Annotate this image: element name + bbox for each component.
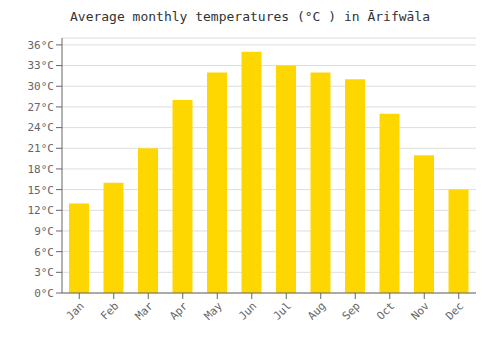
svg-text:36°C: 36°C (28, 39, 55, 52)
svg-text:27°C: 27°C (28, 101, 55, 114)
svg-text:Oct: Oct (374, 299, 397, 322)
svg-text:Dec: Dec (443, 299, 466, 322)
svg-text:18°C: 18°C (28, 163, 55, 176)
svg-text:Jul: Jul (271, 299, 294, 322)
svg-text:Nov: Nov (409, 299, 433, 323)
svg-text:0°C: 0°C (34, 287, 54, 300)
svg-text:Jun: Jun (236, 299, 259, 322)
svg-text:15°C: 15°C (28, 184, 55, 197)
html-text:Average monthly temperatures (: Average monthly temperatures (°C ) in Ār… (70, 9, 430, 24)
svg-text:Aug: Aug (305, 299, 328, 322)
svg-text:Mar: Mar (133, 299, 157, 323)
svg-text:Feb: Feb (98, 299, 121, 322)
svg-text:33°C: 33°C (28, 59, 55, 72)
svg-text:6°C: 6°C (34, 246, 54, 259)
svg-text:12°C: 12°C (28, 204, 55, 217)
svg-text:3°C: 3°C (34, 266, 54, 279)
svg-text:Jan: Jan (64, 299, 87, 322)
svg-text:21°C: 21°C (28, 142, 55, 155)
svg-text:9°C: 9°C (34, 225, 54, 238)
svg-text:Sep: Sep (340, 299, 363, 322)
svg-text:Apr: Apr (167, 299, 191, 323)
svg-text:30°C: 30°C (28, 80, 55, 93)
svg-text:24°C: 24°C (28, 121, 55, 134)
svg-text:May: May (202, 299, 226, 323)
